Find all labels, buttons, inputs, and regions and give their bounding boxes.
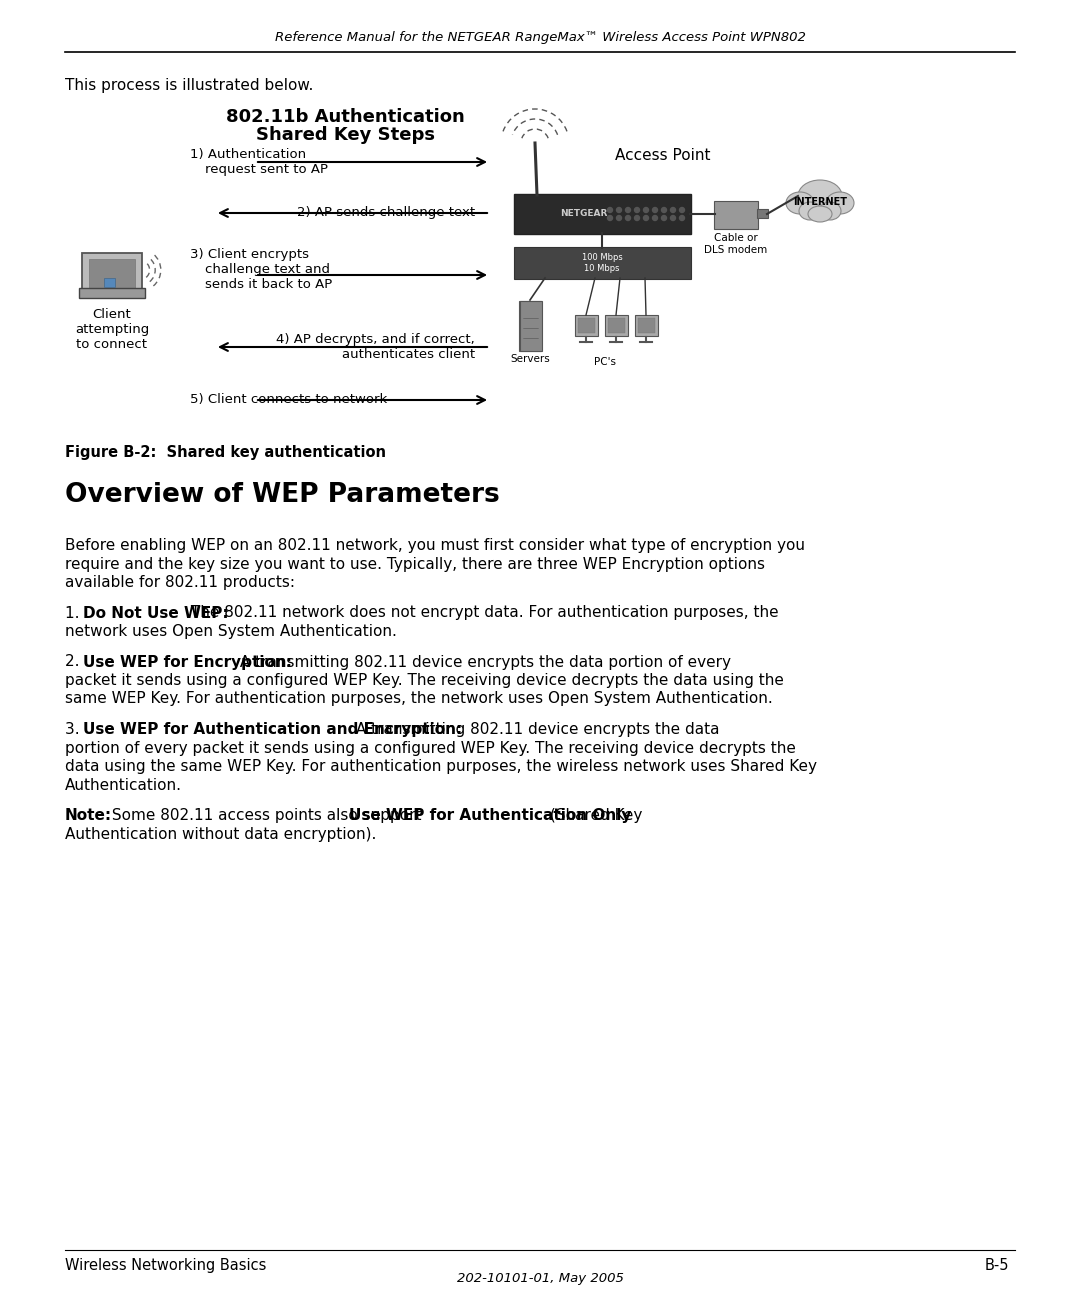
Text: Before enabling WEP on an 802.11 network, you must first consider what type of e: Before enabling WEP on an 802.11 network… bbox=[65, 538, 805, 553]
Circle shape bbox=[661, 207, 666, 213]
Text: require and the key size you want to use. Typically, there are three WEP Encrypt: require and the key size you want to use… bbox=[65, 556, 765, 572]
Text: Authentication without data encryption).: Authentication without data encryption). bbox=[65, 827, 376, 841]
FancyBboxPatch shape bbox=[104, 277, 114, 286]
Text: Authentication.: Authentication. bbox=[65, 778, 183, 792]
Text: challenge text and: challenge text and bbox=[205, 263, 330, 276]
Text: This process is illustrated below.: This process is illustrated below. bbox=[65, 78, 313, 93]
FancyBboxPatch shape bbox=[607, 318, 624, 333]
Ellipse shape bbox=[798, 180, 842, 213]
Circle shape bbox=[652, 207, 658, 213]
Text: 202-10101-01, May 2005: 202-10101-01, May 2005 bbox=[457, 1271, 623, 1286]
FancyBboxPatch shape bbox=[519, 301, 541, 351]
FancyBboxPatch shape bbox=[605, 315, 627, 336]
Circle shape bbox=[635, 215, 639, 220]
Circle shape bbox=[661, 215, 666, 220]
FancyBboxPatch shape bbox=[637, 318, 654, 333]
Text: Servers: Servers bbox=[510, 354, 550, 364]
Text: 4) AP decrypts, and if correct,: 4) AP decrypts, and if correct, bbox=[276, 333, 475, 346]
FancyBboxPatch shape bbox=[514, 194, 691, 235]
Text: 1.: 1. bbox=[65, 605, 84, 621]
Text: Use WEP for Encryption:: Use WEP for Encryption: bbox=[83, 654, 292, 670]
Text: Do Not Use WEP:: Do Not Use WEP: bbox=[83, 605, 229, 621]
Text: 100 Mbps
10 Mbps: 100 Mbps 10 Mbps bbox=[582, 253, 622, 272]
Circle shape bbox=[644, 215, 648, 220]
Ellipse shape bbox=[799, 202, 821, 220]
Text: Use WEP for Authentication and Encryption:: Use WEP for Authentication and Encryptio… bbox=[83, 722, 462, 737]
Circle shape bbox=[607, 215, 612, 220]
Text: Wireless Networking Basics: Wireless Networking Basics bbox=[65, 1258, 267, 1273]
FancyBboxPatch shape bbox=[635, 315, 658, 336]
Circle shape bbox=[652, 215, 658, 220]
Circle shape bbox=[671, 215, 675, 220]
Text: (Shared Key: (Shared Key bbox=[545, 807, 643, 823]
Text: 5) Client connects to network: 5) Client connects to network bbox=[190, 393, 388, 406]
Text: Use WEP for Authentication Only: Use WEP for Authentication Only bbox=[349, 807, 632, 823]
Text: Reference Manual for the NETGEAR RangeMax™ Wireless Access Point WPN802: Reference Manual for the NETGEAR RangeMa… bbox=[274, 31, 806, 44]
Text: packet it sends using a configured WEP Key. The receiving device decrypts the da: packet it sends using a configured WEP K… bbox=[65, 673, 784, 688]
FancyBboxPatch shape bbox=[519, 301, 542, 351]
Text: Overview of WEP Parameters: Overview of WEP Parameters bbox=[65, 482, 500, 508]
Circle shape bbox=[671, 207, 675, 213]
Ellipse shape bbox=[826, 192, 854, 214]
Text: Cable or
DLS modem: Cable or DLS modem bbox=[704, 233, 768, 254]
Text: available for 802.11 products:: available for 802.11 products: bbox=[65, 575, 295, 590]
FancyBboxPatch shape bbox=[756, 209, 768, 218]
Text: A transmitting 802.11 device encrypts the data portion of every: A transmitting 802.11 device encrypts th… bbox=[235, 654, 731, 670]
Circle shape bbox=[679, 215, 685, 220]
FancyBboxPatch shape bbox=[578, 318, 594, 333]
Circle shape bbox=[679, 207, 685, 213]
FancyBboxPatch shape bbox=[714, 201, 758, 229]
Circle shape bbox=[617, 207, 621, 213]
Text: 2.: 2. bbox=[65, 654, 84, 670]
Text: portion of every packet it sends using a configured WEP Key. The receiving devic: portion of every packet it sends using a… bbox=[65, 740, 796, 756]
Text: data using the same WEP Key. For authentication purposes, the wireless network u: data using the same WEP Key. For authent… bbox=[65, 759, 816, 774]
Text: same WEP Key. For authentication purposes, the network uses Open System Authenti: same WEP Key. For authentication purpose… bbox=[65, 692, 773, 706]
Text: Access Point: Access Point bbox=[615, 148, 711, 163]
Text: 2) AP sends challenge text: 2) AP sends challenge text bbox=[297, 206, 475, 219]
Circle shape bbox=[617, 215, 621, 220]
FancyBboxPatch shape bbox=[575, 315, 597, 336]
FancyBboxPatch shape bbox=[89, 259, 135, 293]
Text: request sent to AP: request sent to AP bbox=[205, 163, 328, 176]
Circle shape bbox=[625, 215, 631, 220]
Text: 3) Client encrypts: 3) Client encrypts bbox=[190, 248, 309, 260]
Ellipse shape bbox=[786, 192, 814, 214]
Text: Shared Key Steps: Shared Key Steps bbox=[256, 126, 434, 144]
FancyBboxPatch shape bbox=[514, 248, 691, 279]
Text: The 802.11 network does not encrypt data. For authentication purposes, the: The 802.11 network does not encrypt data… bbox=[186, 605, 779, 621]
Circle shape bbox=[635, 207, 639, 213]
Text: Client
attempting
to connect: Client attempting to connect bbox=[75, 308, 149, 351]
Text: authenticates client: authenticates client bbox=[342, 349, 475, 362]
FancyBboxPatch shape bbox=[82, 253, 141, 297]
Ellipse shape bbox=[808, 206, 832, 222]
Text: Figure B-2:  Shared key authentication: Figure B-2: Shared key authentication bbox=[65, 445, 386, 460]
Text: sends it back to AP: sends it back to AP bbox=[205, 279, 333, 292]
Circle shape bbox=[625, 207, 631, 213]
Ellipse shape bbox=[819, 202, 841, 220]
Text: PC's: PC's bbox=[594, 356, 616, 367]
Text: 3.: 3. bbox=[65, 722, 84, 737]
FancyBboxPatch shape bbox=[79, 288, 145, 298]
Text: 1) Authentication: 1) Authentication bbox=[190, 148, 306, 161]
Text: A transmitting 802.11 device encrypts the data: A transmitting 802.11 device encrypts th… bbox=[351, 722, 719, 737]
Text: NETGEAR: NETGEAR bbox=[561, 210, 607, 219]
Text: 802.11b Authentication: 802.11b Authentication bbox=[226, 108, 464, 126]
Text: INTERNET: INTERNET bbox=[793, 197, 847, 207]
Circle shape bbox=[607, 207, 612, 213]
Text: network uses Open System Authentication.: network uses Open System Authentication. bbox=[65, 623, 396, 639]
Circle shape bbox=[644, 207, 648, 213]
Text: B-5: B-5 bbox=[985, 1258, 1010, 1273]
Text: Note:: Note: bbox=[65, 807, 112, 823]
Text: Some 802.11 access points also support: Some 802.11 access points also support bbox=[107, 807, 427, 823]
